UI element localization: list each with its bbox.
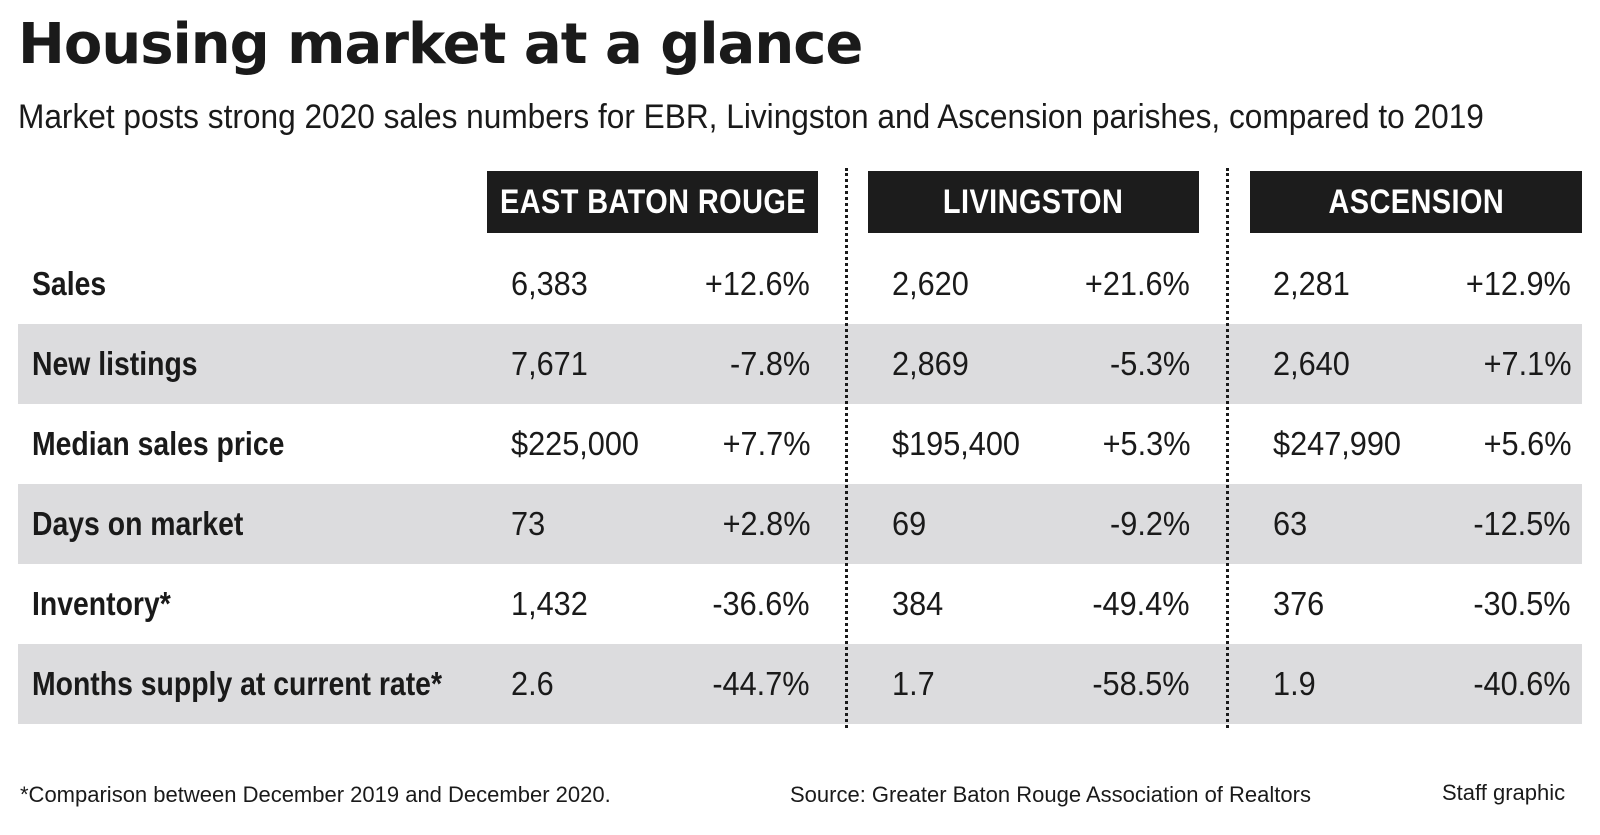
staff-credit: Staff graphic [1442,780,1566,805]
ascension-change: +12.9% [1466,265,1571,302]
ascension-value: 2,640 [1273,345,1350,382]
page-title: Housing market at a glance [18,12,863,77]
ebr-change: -7.8% [729,345,810,382]
column-header-ascension: ASCENSION [1250,171,1582,233]
livingston-change: -49.4% [1092,585,1190,622]
footnote: *Comparison between December 2019 and De… [20,782,611,807]
ascension-value: 63 [1273,505,1308,542]
subtitle: Market posts strong 2020 sales numbers f… [18,98,1484,136]
ebr-value: 2.6 [511,665,554,702]
ascension-value: 1.9 [1273,665,1316,702]
table-row: Sales 6,383 +12.6% 2,620 +21.6% 2,281 +1… [18,244,1582,324]
livingston-value: $195,400 [892,425,1021,462]
ebr-value: 7,671 [511,345,588,382]
ascension-change: -30.5% [1473,585,1571,622]
livingston-change: +5.3% [1102,425,1190,462]
source-credit: Source: Greater Baton Rouge Association … [790,782,1311,807]
row-label: New listings [32,345,198,382]
ebr-change: -36.6% [712,585,810,622]
ascension-value: 2,281 [1273,265,1350,302]
livingston-change: -9.2% [1109,505,1190,542]
table-row: Median sales price $225,000 +7.7% $195,4… [18,404,1582,484]
livingston-value: 384 [892,585,944,622]
livingston-change: +21.6% [1085,265,1190,302]
row-label: Months supply at current rate* [32,665,443,702]
ascension-value: $247,990 [1273,425,1402,462]
column-divider [1226,168,1229,728]
row-label: Sales [32,265,107,302]
livingston-change: -58.5% [1092,665,1190,702]
ascension-value: 376 [1273,585,1325,622]
livingston-value: 69 [892,505,927,542]
livingston-value: 2,620 [892,265,969,302]
ebr-value: 6,383 [511,265,588,302]
row-label: Days on market [32,505,244,542]
livingston-value: 2,869 [892,345,969,382]
ascension-change: -12.5% [1473,505,1571,542]
table-row: Inventory* 1,432 -36.6% 384 -49.4% 376 -… [18,564,1582,644]
row-label: Median sales price [32,425,285,462]
ascension-change: +5.6% [1483,425,1571,462]
column-header-livingston: LIVINGSTON [868,171,1199,233]
ebr-change: +7.7% [722,425,810,462]
table-row: Days on market 73 +2.8% 69 -9.2% 63 -12.… [18,484,1582,564]
livingston-value: 1.7 [892,665,935,702]
ebr-value: 1,432 [511,585,588,622]
row-label: Inventory* [32,585,171,622]
ebr-value: $225,000 [511,425,640,462]
column-header-east-baton-rouge: EAST BATON ROUGE [487,171,818,233]
livingston-change: -5.3% [1109,345,1190,382]
ascension-change: -40.6% [1473,665,1571,702]
ebr-change: +2.8% [722,505,810,542]
ebr-value: 73 [511,505,546,542]
ascension-change: +7.1% [1483,345,1571,382]
table-row: Months supply at current rate* 2.6 -44.7… [18,644,1582,724]
ebr-change: +12.6% [705,265,810,302]
column-divider [845,168,848,728]
ebr-change: -44.7% [712,665,810,702]
table-row: New listings 7,671 -7.8% 2,869 -5.3% 2,6… [18,324,1582,404]
